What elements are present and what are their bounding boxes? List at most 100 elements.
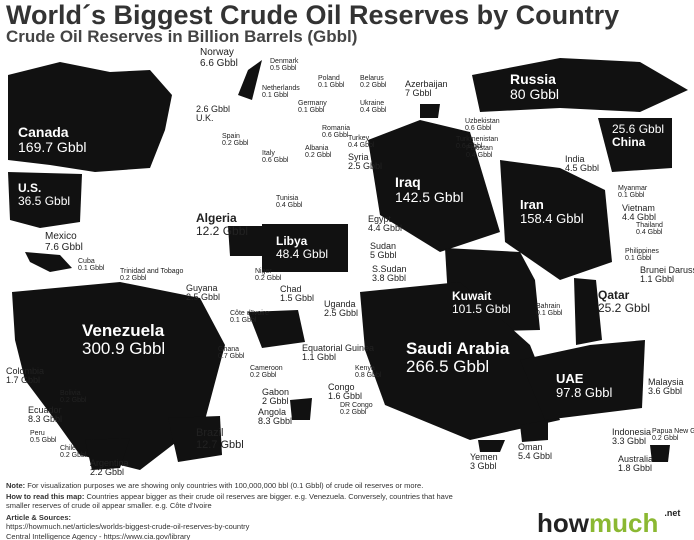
country-label: Ecuador 8.3 Gbbl — [28, 405, 62, 425]
country-name: Uzbekistan — [465, 118, 500, 125]
country-label: Belarus 0.2 Gbbl — [360, 75, 386, 90]
country-name: Bahrain — [536, 303, 561, 310]
country-label: Turkey 0.4 Gbbl — [348, 135, 374, 150]
country-name: Iran — [520, 197, 544, 212]
country-reserve: 48.4 Gbbl — [276, 246, 329, 261]
country-label: Angola 8.3 Gbbl — [258, 407, 293, 427]
country-reserve: 0.4 Gbbl — [360, 107, 387, 115]
note-label: Note: — [6, 481, 26, 490]
country-reserve: 0.6 Gbbl — [262, 157, 289, 165]
country-reserve: 80 Gbbl — [510, 85, 560, 102]
country-reserve: 0.1 Gbbl — [78, 265, 105, 273]
country-reserve: 2.2 Gbbl — [90, 467, 125, 478]
subtitle: Crude Oil Reserves in Billion Barrels (G… — [6, 27, 358, 46]
country-name: Netherlands — [262, 85, 300, 92]
country-label: Cameroon 0.2 Gbbl — [250, 365, 283, 380]
country-name: Iraq — [395, 174, 421, 190]
country-label: Venezuela 300.9 Gbbl — [82, 322, 165, 358]
country-label: India 4.5 Gbbl — [565, 154, 599, 174]
country-name: Brazil — [196, 427, 224, 439]
country-reserve: 0.2 Gbbl — [652, 435, 679, 443]
country-label: Chad 1.5 Gbbl — [280, 284, 315, 304]
shape-qatar — [574, 278, 602, 345]
country-reserve: 0.1 Gbbl — [318, 82, 345, 90]
country-label: Turkmenistan 0.6 Gbbl — [456, 136, 498, 151]
country-label: Kenya 0.8 Gbbl — [355, 365, 381, 380]
shape-us — [8, 172, 82, 228]
country-name: Cameroon — [250, 365, 283, 372]
logo-how: how — [537, 508, 589, 538]
howto-label: How to read this map: — [6, 492, 85, 501]
country-label: Qatar 25.2 Gbbl — [598, 289, 650, 314]
country-reserve: 1.8 Gbbl — [618, 463, 653, 474]
country-reserve: 158.4 Gbbl — [520, 210, 584, 226]
country-reserve: 0.2 Gbbl — [340, 409, 367, 417]
country-name: Venezuela — [82, 321, 165, 340]
country-label: Norway 6.6 Gbbl — [200, 47, 238, 69]
country-label: Iran 158.4 Gbbl — [520, 198, 584, 225]
country-label: Côte d'Ivoire 0.1 Gbbl — [230, 310, 269, 325]
country-label: Vietnam 4.4 Gbbl — [622, 203, 656, 223]
logo-net: net — [666, 508, 681, 518]
country-reserve: 0.4 Gbbl — [466, 152, 493, 160]
country-label: Albania 0.2 Gbbl — [305, 145, 331, 160]
country-name: Romania — [322, 125, 351, 132]
country-label: Brazil 12.7 Gbbl — [196, 427, 244, 451]
country-name: Germany — [298, 100, 327, 107]
country-label: Azerbaijan 7 Gbbl — [405, 79, 448, 99]
country-name: Congo — [328, 382, 355, 392]
source-2: Central Intelligence Agency - https://ww… — [6, 531, 191, 540]
country-reserve: 0.2 Gbbl — [120, 275, 147, 283]
country-label: Iraq 142.5 Gbbl — [395, 175, 464, 204]
country-reserve: 3.3 Gbbl — [612, 436, 647, 447]
country-reserve: 300.9 Gbbl — [82, 338, 166, 358]
country-reserve: 8.3 Gbbl — [258, 416, 293, 427]
country-name: Peru — [30, 430, 45, 437]
logo: howmuch .net — [537, 508, 681, 538]
country-reserve: 0.2 Gbbl — [60, 397, 87, 405]
country-name: Argentina — [90, 458, 129, 468]
country-label: Philippines 0.1 Gbbl — [625, 248, 659, 263]
country-reserve: 0.5 Gbbl — [30, 437, 57, 445]
sources-label: Article & Sources: — [6, 513, 72, 522]
country-label: Bolivia 0.2 Gbbl — [60, 390, 86, 405]
country-name: Myanmar — [618, 185, 648, 192]
country-reserve: 5 Gbbl — [370, 250, 397, 261]
country-name: Albania — [305, 145, 329, 152]
country-reserve: 0.1 Gbbl — [536, 310, 563, 318]
country-reserve: 0.4 Gbbl — [636, 229, 663, 237]
country-name: Angola — [258, 407, 287, 417]
country-name: Trinidad and Tobago — [120, 268, 184, 275]
country-name: Norway — [200, 47, 234, 58]
country-reserve: 3.8 Gbbl — [372, 273, 407, 284]
country-name: Denmark — [270, 58, 299, 65]
country-label: Syria 2.5 Gbbl — [348, 152, 383, 172]
country-name: Bolivia — [60, 390, 81, 397]
country-reserve: 6.6 Gbbl — [200, 57, 238, 69]
country-reserve: 2.5 Gbbl — [186, 292, 221, 303]
country-reserve: 2.5 Gbbl — [348, 161, 383, 172]
country-label: Niger 0.2 Gbbl — [255, 268, 281, 283]
country-reserve: 0.2 Gbbl — [222, 140, 249, 148]
country-reserve: 0.2 Gbbl — [250, 372, 277, 380]
country-name: Niger — [255, 268, 272, 275]
shape-nigeria — [248, 310, 305, 348]
country-name: Kuwait — [452, 289, 492, 303]
country-name: Mexico — [45, 231, 77, 242]
country-label: 2.6 Gbbl U.K. — [196, 104, 230, 124]
country-name: Brunei Darussalam — [640, 265, 694, 275]
country-name: U.K. — [196, 113, 214, 124]
country-reserve: 0.1 Gbbl — [262, 92, 289, 100]
country-reserve: 1.5 Gbbl — [280, 293, 315, 304]
shape-russia — [472, 58, 688, 112]
country-label: Russia 80 Gbbl — [510, 72, 559, 101]
country-reserve: 2.5 Gbbl — [324, 308, 359, 319]
country-name: Thailand — [636, 222, 663, 229]
country-label: Cuba 0.1 Gbbl — [78, 258, 104, 273]
country-label: U.S. 36.5 Gbbl — [18, 182, 70, 207]
country-label: Ukraine 0.4 Gbbl — [360, 100, 386, 115]
country-label: Myanmar 0.1 Gbbl — [618, 185, 647, 200]
country-name: Pakistan — [466, 145, 493, 152]
country-label: Denmark 0.5 Gbbl — [270, 58, 298, 73]
